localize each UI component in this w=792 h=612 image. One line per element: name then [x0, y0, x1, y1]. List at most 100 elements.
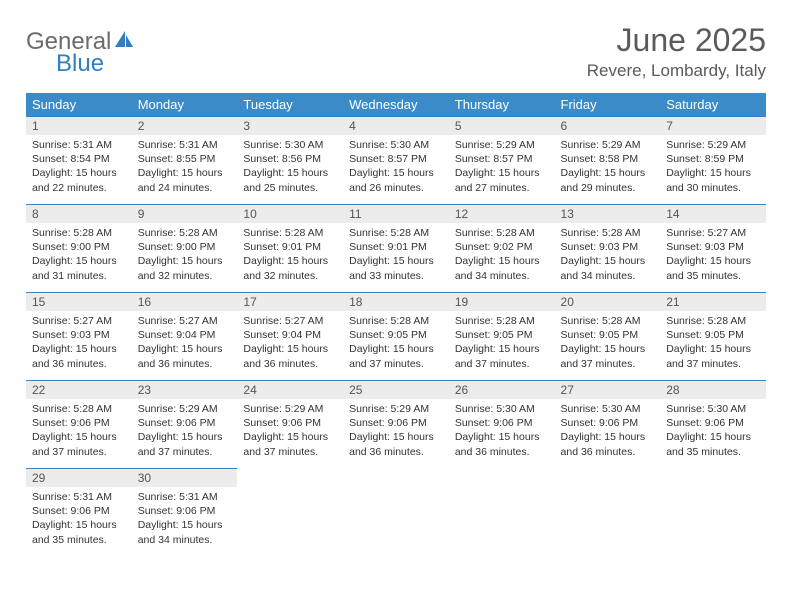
- day-content: Sunrise: 5:29 AMSunset: 8:59 PMDaylight:…: [660, 135, 766, 201]
- day-content: Sunrise: 5:31 AMSunset: 9:06 PMDaylight:…: [26, 487, 132, 553]
- day-number: 15: [26, 292, 132, 311]
- day-content: Sunrise: 5:30 AMSunset: 8:57 PMDaylight:…: [343, 135, 449, 201]
- day-number: 2: [132, 116, 238, 135]
- day-number: 27: [555, 380, 661, 399]
- day-content: Sunrise: 5:29 AMSunset: 8:58 PMDaylight:…: [555, 135, 661, 201]
- day-content: Sunrise: 5:29 AMSunset: 8:57 PMDaylight:…: [449, 135, 555, 201]
- day-content: Sunrise: 5:30 AMSunset: 8:56 PMDaylight:…: [237, 135, 343, 201]
- location: Revere, Lombardy, Italy: [587, 61, 766, 81]
- day-content: Sunrise: 5:28 AMSunset: 9:06 PMDaylight:…: [26, 399, 132, 465]
- calendar-day-cell: [343, 468, 449, 556]
- day-number: 3: [237, 116, 343, 135]
- day-content: Sunrise: 5:28 AMSunset: 9:05 PMDaylight:…: [660, 311, 766, 377]
- day-content: Sunrise: 5:29 AMSunset: 9:06 PMDaylight:…: [343, 399, 449, 465]
- day-number: 30: [132, 468, 238, 487]
- col-thursday: Thursday: [449, 93, 555, 116]
- day-number: 18: [343, 292, 449, 311]
- calendar-day-cell: 16Sunrise: 5:27 AMSunset: 9:04 PMDayligh…: [132, 292, 238, 380]
- day-content: Sunrise: 5:28 AMSunset: 9:05 PMDaylight:…: [343, 311, 449, 377]
- day-number: 28: [660, 380, 766, 399]
- day-content: Sunrise: 5:31 AMSunset: 8:54 PMDaylight:…: [26, 135, 132, 201]
- day-number: 20: [555, 292, 661, 311]
- calendar-day-cell: 7Sunrise: 5:29 AMSunset: 8:59 PMDaylight…: [660, 116, 766, 204]
- calendar-day-cell: 8Sunrise: 5:28 AMSunset: 9:00 PMDaylight…: [26, 204, 132, 292]
- calendar-day-cell: 15Sunrise: 5:27 AMSunset: 9:03 PMDayligh…: [26, 292, 132, 380]
- day-number: 22: [26, 380, 132, 399]
- day-content: Sunrise: 5:28 AMSunset: 9:01 PMDaylight:…: [237, 223, 343, 289]
- day-content: Sunrise: 5:28 AMSunset: 9:05 PMDaylight:…: [555, 311, 661, 377]
- day-number: 12: [449, 204, 555, 223]
- calendar-day-cell: 14Sunrise: 5:27 AMSunset: 9:03 PMDayligh…: [660, 204, 766, 292]
- day-number: 26: [449, 380, 555, 399]
- header: General June 2025 Revere, Lombardy, Ital…: [26, 22, 766, 81]
- calendar-day-cell: 4Sunrise: 5:30 AMSunset: 8:57 PMDaylight…: [343, 116, 449, 204]
- page-title: June 2025: [587, 22, 766, 59]
- day-number: 13: [555, 204, 661, 223]
- day-content: Sunrise: 5:30 AMSunset: 9:06 PMDaylight:…: [660, 399, 766, 465]
- day-content: Sunrise: 5:31 AMSunset: 8:55 PMDaylight:…: [132, 135, 238, 201]
- calendar-day-cell: 21Sunrise: 5:28 AMSunset: 9:05 PMDayligh…: [660, 292, 766, 380]
- calendar-day-cell: 3Sunrise: 5:30 AMSunset: 8:56 PMDaylight…: [237, 116, 343, 204]
- day-number: 10: [237, 204, 343, 223]
- day-number: 24: [237, 380, 343, 399]
- day-content: Sunrise: 5:28 AMSunset: 9:03 PMDaylight:…: [555, 223, 661, 289]
- day-number: 9: [132, 204, 238, 223]
- day-number: 25: [343, 380, 449, 399]
- day-content: Sunrise: 5:30 AMSunset: 9:06 PMDaylight:…: [555, 399, 661, 465]
- day-number: 5: [449, 116, 555, 135]
- day-number: 8: [26, 204, 132, 223]
- day-content: Sunrise: 5:30 AMSunset: 9:06 PMDaylight:…: [449, 399, 555, 465]
- calendar-day-cell: [660, 468, 766, 556]
- day-content: Sunrise: 5:27 AMSunset: 9:04 PMDaylight:…: [237, 311, 343, 377]
- day-number: 29: [26, 468, 132, 487]
- calendar-day-cell: [555, 468, 661, 556]
- calendar-week-row: 8Sunrise: 5:28 AMSunset: 9:00 PMDaylight…: [26, 204, 766, 292]
- calendar-week-row: 1Sunrise: 5:31 AMSunset: 8:54 PMDaylight…: [26, 116, 766, 204]
- calendar-day-cell: 30Sunrise: 5:31 AMSunset: 9:06 PMDayligh…: [132, 468, 238, 556]
- col-monday: Monday: [132, 93, 238, 116]
- day-number: 23: [132, 380, 238, 399]
- day-number: 14: [660, 204, 766, 223]
- day-number: 6: [555, 116, 661, 135]
- calendar-day-cell: 6Sunrise: 5:29 AMSunset: 8:58 PMDaylight…: [555, 116, 661, 204]
- day-number: 16: [132, 292, 238, 311]
- calendar-day-cell: 2Sunrise: 5:31 AMSunset: 8:55 PMDaylight…: [132, 116, 238, 204]
- day-content: Sunrise: 5:27 AMSunset: 9:03 PMDaylight:…: [26, 311, 132, 377]
- calendar-table: Sunday Monday Tuesday Wednesday Thursday…: [26, 93, 766, 556]
- calendar-day-cell: 13Sunrise: 5:28 AMSunset: 9:03 PMDayligh…: [555, 204, 661, 292]
- calendar-day-cell: 22Sunrise: 5:28 AMSunset: 9:06 PMDayligh…: [26, 380, 132, 468]
- col-saturday: Saturday: [660, 93, 766, 116]
- calendar-day-cell: [449, 468, 555, 556]
- day-content: Sunrise: 5:27 AMSunset: 9:03 PMDaylight:…: [660, 223, 766, 289]
- day-number: 7: [660, 116, 766, 135]
- day-content: Sunrise: 5:28 AMSunset: 9:00 PMDaylight:…: [26, 223, 132, 289]
- calendar-week-row: 29Sunrise: 5:31 AMSunset: 9:06 PMDayligh…: [26, 468, 766, 556]
- day-content: Sunrise: 5:29 AMSunset: 9:06 PMDaylight:…: [237, 399, 343, 465]
- calendar-week-row: 15Sunrise: 5:27 AMSunset: 9:03 PMDayligh…: [26, 292, 766, 380]
- day-number: 4: [343, 116, 449, 135]
- calendar-day-cell: 5Sunrise: 5:29 AMSunset: 8:57 PMDaylight…: [449, 116, 555, 204]
- day-number: 19: [449, 292, 555, 311]
- day-content: Sunrise: 5:27 AMSunset: 9:04 PMDaylight:…: [132, 311, 238, 377]
- calendar-day-cell: 17Sunrise: 5:27 AMSunset: 9:04 PMDayligh…: [237, 292, 343, 380]
- page: General June 2025 Revere, Lombardy, Ital…: [0, 0, 792, 578]
- calendar-week-row: 22Sunrise: 5:28 AMSunset: 9:06 PMDayligh…: [26, 380, 766, 468]
- day-number: 11: [343, 204, 449, 223]
- col-friday: Friday: [555, 93, 661, 116]
- day-content: Sunrise: 5:28 AMSunset: 9:05 PMDaylight:…: [449, 311, 555, 377]
- calendar-day-cell: 23Sunrise: 5:29 AMSunset: 9:06 PMDayligh…: [132, 380, 238, 468]
- logo-sail-icon: [113, 28, 135, 56]
- col-sunday: Sunday: [26, 93, 132, 116]
- title-block: June 2025 Revere, Lombardy, Italy: [587, 22, 766, 81]
- day-content: Sunrise: 5:28 AMSunset: 9:02 PMDaylight:…: [449, 223, 555, 289]
- day-number: 21: [660, 292, 766, 311]
- calendar-day-cell: 27Sunrise: 5:30 AMSunset: 9:06 PMDayligh…: [555, 380, 661, 468]
- calendar-day-cell: 10Sunrise: 5:28 AMSunset: 9:01 PMDayligh…: [237, 204, 343, 292]
- calendar-day-cell: 24Sunrise: 5:29 AMSunset: 9:06 PMDayligh…: [237, 380, 343, 468]
- day-content: Sunrise: 5:31 AMSunset: 9:06 PMDaylight:…: [132, 487, 238, 553]
- calendar-day-cell: 26Sunrise: 5:30 AMSunset: 9:06 PMDayligh…: [449, 380, 555, 468]
- calendar-body: 1Sunrise: 5:31 AMSunset: 8:54 PMDaylight…: [26, 116, 766, 556]
- day-content: Sunrise: 5:28 AMSunset: 9:01 PMDaylight:…: [343, 223, 449, 289]
- weekday-header-row: Sunday Monday Tuesday Wednesday Thursday…: [26, 93, 766, 116]
- col-tuesday: Tuesday: [237, 93, 343, 116]
